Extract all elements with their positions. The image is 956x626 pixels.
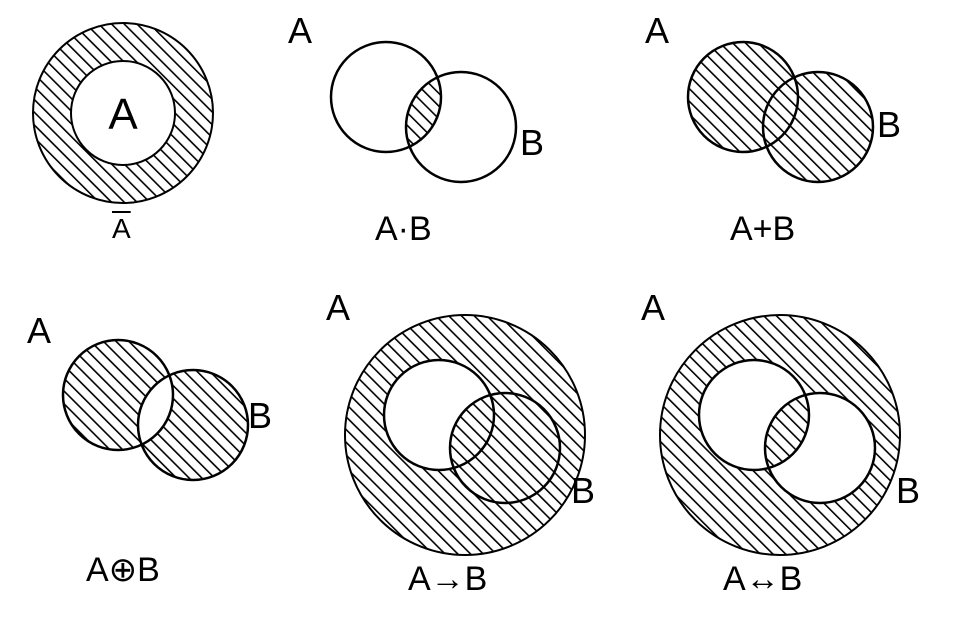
caption-xor: A⊕B xyxy=(86,550,160,590)
label-imp-a: A xyxy=(326,287,350,329)
venn-and xyxy=(283,15,543,215)
caption-iff: A↔B xyxy=(723,560,802,599)
venn-implies xyxy=(320,290,610,580)
venn-xor xyxy=(15,305,275,525)
caption-and: A·B xyxy=(375,210,432,249)
caption-implies: A→B xyxy=(408,560,487,599)
label-and-a: A xyxy=(288,10,312,52)
caption-or: A+B xyxy=(730,210,795,249)
label-iff-b: B xyxy=(896,470,920,512)
caption-not: A xyxy=(112,213,131,245)
set-a-center-label: A xyxy=(108,90,138,139)
label-and-b: B xyxy=(520,122,544,164)
venn-iff xyxy=(635,290,925,580)
venn-or xyxy=(640,15,900,215)
label-imp-b: B xyxy=(571,470,595,512)
label-iff-a: A xyxy=(641,287,665,329)
label-or-b: B xyxy=(877,104,901,146)
label-or-a: A xyxy=(645,10,669,52)
venn-not: A xyxy=(23,13,223,213)
label-xor-a: A xyxy=(27,310,51,352)
label-xor-b: B xyxy=(248,395,272,437)
